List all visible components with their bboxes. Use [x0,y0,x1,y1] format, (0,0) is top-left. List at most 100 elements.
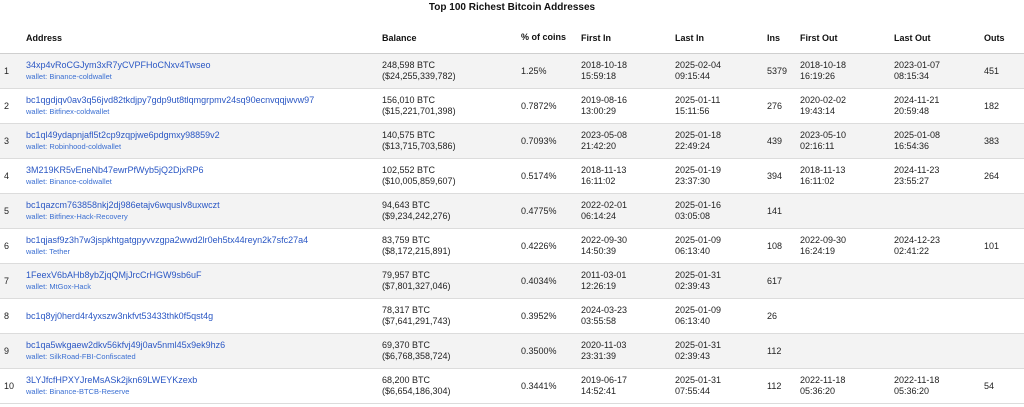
last-in-time: 07:55:44 [675,386,711,396]
first-out-date: 2018-10-18 [800,60,847,70]
wallet-label[interactable]: wallet: MtGox-Hack [26,282,92,291]
pct-cell: 0.4034% [517,263,577,299]
ins-cell: 617 [763,263,796,299]
address-link[interactable]: bc1qazcm763858nkj2dj986etajv6wquslv8uxwc… [26,200,220,210]
address-cell: bc1qazcm763858nkj2dj986etajv6wquslv8uxwc… [22,193,378,229]
wallet-label[interactable]: wallet: Binance-coldwallet [26,177,112,186]
pct-cell: 1.25% [517,53,577,89]
wallet-label[interactable]: wallet: SilkRoad-FBI-Confiscated [26,352,136,361]
rank-cell: 8 [0,298,22,334]
ins-cell: 112 [763,333,796,369]
rank-number: 9 [4,345,10,356]
last-out-date: 2024-11-21 [894,95,940,105]
balance-btc: 83,759 BTC [382,235,431,245]
first-in-cell: 2019-06-17 14:52:41 [577,368,671,404]
address-link[interactable]: bc1ql49ydapnjafl5t2cp9zqpjwe6pdgmxy98859… [26,130,220,140]
last-out-cell: 2022-11-18 05:36:20 [890,368,980,404]
address-link[interactable]: bc1qjasf9z3h7w3jspkhtgatgpyvvzgpa2wwd2lr… [26,235,309,245]
balance-usd: ($15,221,701,398) [382,106,456,116]
ins-cell: 5379 [763,53,796,89]
last-in-time: 02:39:43 [675,281,711,291]
table-row: 8 bc1q8yj0herd4r4yxszw3nkfvt53433thk0f5qs… [0,298,1024,334]
ins-cell: 108 [763,228,796,264]
first-in-cell: 2023-05-08 21:42:20 [577,123,671,159]
balance-cell: 83,759 BTC ($8,172,215,891) [378,228,517,264]
first-in-cell: 2018-10-18 15:59:18 [577,53,671,89]
last-out-cell [890,298,980,334]
balance-usd: ($6,654,186,304) [382,386,451,396]
pct-cell: 0.5174% [517,158,577,194]
first-in-cell: 2018-11-13 16:11:02 [577,158,671,194]
outs-count: 54 [984,380,995,391]
wallet-label[interactable]: wallet: Binance-coldwallet [26,72,112,81]
wallet-label[interactable]: wallet: Binance-BTCB-Reserve [26,387,130,396]
first-out-cell: 2018-10-18 16:19:26 [796,53,890,89]
pct-cell: 0.7093% [517,123,577,159]
first-in-date: 2022-02-01 [581,200,628,210]
rank-number: 7 [4,275,10,286]
balance-btc: 69,370 BTC [382,340,431,350]
first-out-cell [796,193,890,229]
pct-value: 0.3441% [521,380,557,391]
pct-cell: 0.3952% [517,298,577,334]
address-link[interactable]: bc1qgdjqv0av3q56jvd82tkdjpy7gdp9ut8tlqmg… [26,95,315,105]
balance-btc: 94,643 BTC [382,200,431,210]
first-in-date: 2024-03-23 [581,305,628,315]
outs-cell [980,333,1024,369]
balance-usd: ($24,255,339,782) [382,71,456,81]
address-link[interactable]: 1FeexV6bAHb8ybZjqQMjJrcCrHGW9sb6uF [26,270,202,280]
ins-count: 617 [767,275,783,286]
balance-cell: 248,598 BTC ($24,255,339,782) [378,53,517,89]
pct-cell: 0.7872% [517,88,577,124]
last-in-date: 2025-01-09 [675,305,722,315]
pct-value: 0.7872% [521,100,557,111]
balance-btc: 156,010 BTC [382,95,436,105]
outs-cell: 182 [980,88,1024,124]
table-row: 5 bc1qazcm763858nkj2dj986etajv6wquslv8uxw… [0,193,1024,229]
pct-cell: 0.3441% [517,368,577,404]
wallet-label[interactable]: wallet: Tether [26,247,71,256]
last-out-time: 23:55:27 [894,176,930,186]
first-out-cell: 2018-11-13 16:11:02 [796,158,890,194]
address-cell: bc1qa5wkgaew2dkv56kfvj49j0av5nml45x9ek9h… [22,333,378,369]
outs-cell: 383 [980,123,1024,159]
last-out-cell [890,333,980,369]
address-link[interactable]: bc1q8yj0herd4r4yxszw3nkfvt53433thk0f5qst… [26,310,214,321]
outs-cell: 54 [980,368,1024,404]
ins-header: Ins [763,22,796,54]
last-in-cell: 2025-01-31 02:39:43 [671,263,763,299]
pct-value: 0.4775% [521,205,557,216]
rank-number: 2 [4,100,10,111]
last-in-date: 2025-01-31 [675,340,722,350]
outs-cell [980,298,1024,334]
outs-header: Outs [980,22,1024,54]
first-out-date: 2022-11-18 [800,375,846,385]
last-out-cell: 2024-11-21 20:59:48 [890,88,980,124]
wallet-label[interactable]: wallet: Bitfinex-Hack-Recovery [26,212,128,221]
wallet-label[interactable]: wallet: Robinhood-coldwallet [26,142,122,151]
last-in-cell: 2025-01-16 03:05:08 [671,193,763,229]
outs-cell [980,193,1024,229]
rank-cell: 4 [0,158,22,194]
wallet-label[interactable]: wallet: Bitfinex-coldwallet [26,107,110,116]
table-row: 1 34xp4vRoCGJym3xR7yCVPFHoCNxv4Twseo walle… [0,53,1024,89]
address-link[interactable]: bc1qa5wkgaew2dkv56kfvj49j0av5nml45x9ek9h… [26,340,226,350]
address-cell: bc1qjasf9z3h7w3jspkhtgatgpyvvzgpa2wwd2lr… [22,228,378,264]
balance-btc: 68,200 BTC [382,375,431,385]
pct-cell: 0.3500% [517,333,577,369]
first-in-cell: 2022-02-01 06:14:24 [577,193,671,229]
address-link[interactable]: 34xp4vRoCGJym3xR7yCVPFHoCNxv4Twseo [26,60,211,70]
rank-number: 5 [4,205,10,216]
outs-count: 264 [984,170,1000,181]
rank-cell: 9 [0,333,22,369]
first-in-date: 2018-10-18 [581,60,628,70]
last-in-date: 2025-01-19 [675,165,722,175]
balance-btc: 102,552 BTC [382,165,436,175]
address-link[interactable]: 3M219KR5vEneNb47ewrPfWyb5jQ2DjxRP6 [26,165,204,175]
address-cell: bc1qgdjqv0av3q56jvd82tkdjpy7gdp9ut8tlqmg… [22,88,378,124]
first-in-time: 13:00:29 [581,106,617,116]
table-row: 9 bc1qa5wkgaew2dkv56kfvj49j0av5nml45x9ek9… [0,333,1024,369]
rank-cell: 5 [0,193,22,229]
address-cell: 1FeexV6bAHb8ybZjqQMjJrcCrHGW9sb6uF wallet… [22,263,378,299]
address-link[interactable]: 3LYJfcfHPXYJreMsASk2jkn69LWEYKzexb [26,375,198,385]
